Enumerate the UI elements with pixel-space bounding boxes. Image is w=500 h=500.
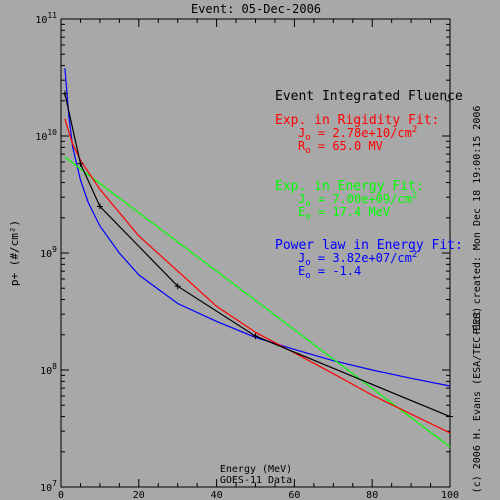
y-tick-label: 107	[40, 479, 57, 494]
x-axis-label: Energy (MeV)	[220, 464, 292, 475]
chart-title: Event: 05-Dec-2006	[191, 2, 321, 16]
fit-param-j0: Jo = 2.78e+10/cm2	[298, 125, 417, 143]
data-point-marker	[61, 90, 68, 97]
series-line-0	[64, 93, 451, 418]
legend: Event Integrated Fluence Exp. in Rigidity…	[275, 89, 463, 281]
y-axis-label: p+ (#/cm²)	[8, 220, 21, 286]
y-tick-label: 109	[40, 245, 57, 260]
y-tick-label: 1010	[35, 128, 57, 143]
x-tick-label: 100	[441, 490, 459, 500]
legend-title: Event Integrated Fluence	[275, 89, 463, 104]
x-tick-label: 0	[58, 490, 64, 500]
series-line-3	[64, 68, 451, 387]
fit-param-j0: Jo = 3.82e+07/cm2	[298, 250, 417, 268]
x-tick-label: 60	[288, 490, 300, 500]
data-point-marker	[77, 160, 84, 167]
fit-name: Exp. in Energy Fit:	[275, 179, 424, 194]
plot-created-note: Plot created: Mon Dec 18 19:00:15 2006	[472, 106, 483, 335]
y-tick-label: 1011	[35, 11, 57, 26]
y-axis-ticks: 107 108 109 1010 1011	[35, 11, 450, 494]
data-point-marker	[447, 413, 453, 420]
x-tick-label: 40	[211, 490, 223, 500]
y-tick-label: 108	[40, 362, 57, 377]
fit-param-j0: Jo = 7.00e+09/cm2	[298, 191, 417, 209]
x-tick-label: 80	[366, 490, 378, 500]
fit-name: Power law in Energy Fit:	[275, 238, 463, 253]
series-line-2	[64, 156, 451, 448]
fit-param-second: Ro = 65.0 MV	[298, 139, 383, 156]
fit-param-second: Eo = 17.4 MeV	[298, 205, 390, 222]
data-point-marker	[252, 333, 259, 340]
x-axis-ticks: 0 20 40 60 80 100	[58, 19, 459, 500]
fit-name: Exp. in Rigidity Fit:	[275, 113, 439, 128]
data-point-marker	[174, 283, 181, 290]
data-point-marker	[96, 203, 103, 210]
x-tick-label: 20	[133, 490, 145, 500]
copyright-note: (c) 2006 H. Evans (ESA/TEC-EES)	[472, 307, 483, 494]
series-layer	[61, 68, 453, 448]
series-line-1	[64, 118, 451, 434]
x-axis-sublabel: GOES-11 Data	[220, 475, 292, 486]
fit-param-second: Eo = -1.4	[298, 264, 361, 281]
